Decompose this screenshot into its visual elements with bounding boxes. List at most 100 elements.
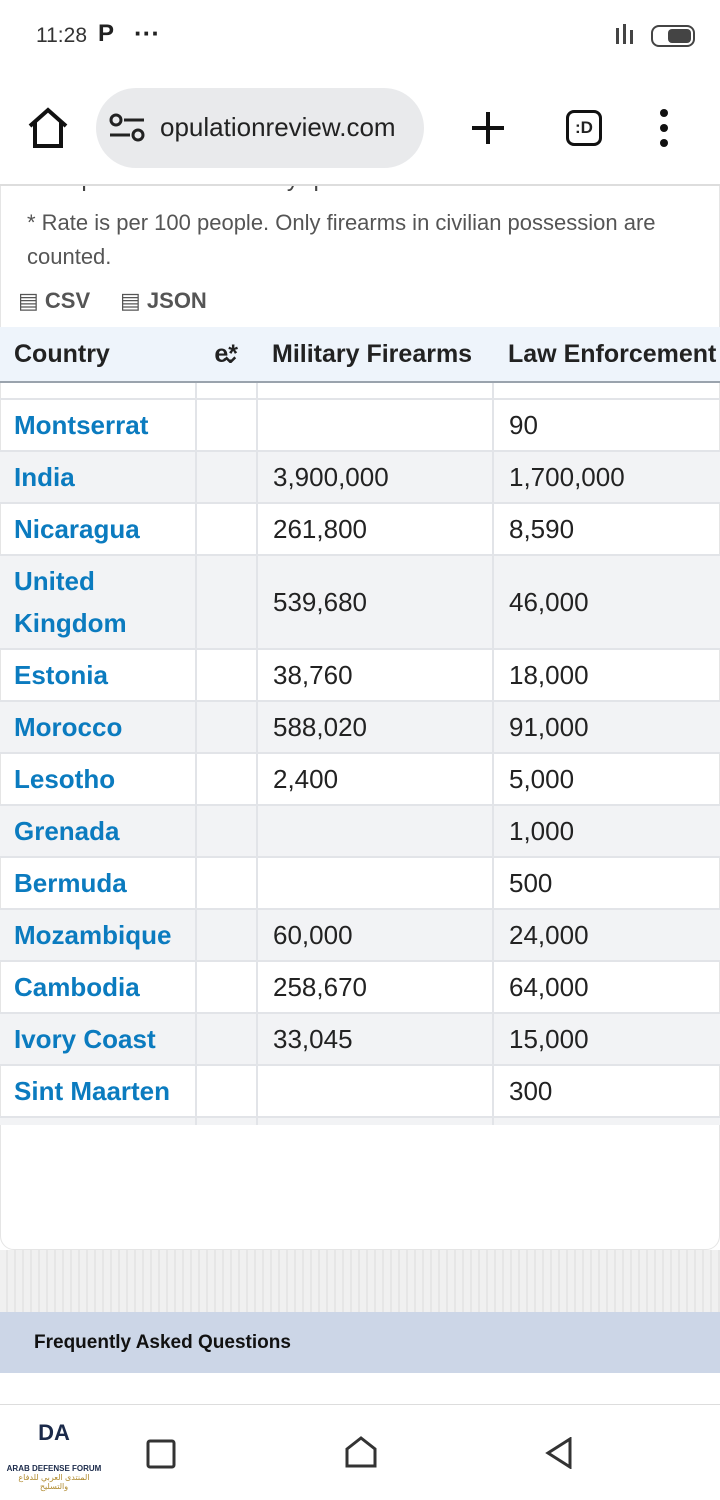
table-row: United Kingdom 539,680 46,000	[0, 556, 720, 650]
table-row: Estonia 38,760 18,000	[0, 650, 720, 702]
table-row: Cambodia 258,670 64,000	[0, 962, 720, 1014]
military-cell	[258, 1066, 494, 1116]
rate-cell	[197, 504, 258, 554]
rate-cell	[197, 1118, 258, 1125]
military-cell: 38,760	[258, 650, 494, 700]
table-row: Egypt 1,544,7501,530,000	[0, 1118, 720, 1125]
country-link[interactable]: India	[0, 452, 197, 502]
military-cell: 3,900,000	[258, 452, 494, 502]
nav-bar	[0, 1404, 720, 1500]
law-cell: 90	[509, 409, 538, 440]
rate-cell	[197, 702, 258, 752]
csv-label[interactable]: CSV	[44, 288, 91, 313]
rate-cell	[197, 1014, 258, 1064]
note: * Rate is per 100 people. Only firearms …	[27, 210, 656, 269]
law-cell: 5,000	[509, 763, 575, 794]
country-link[interactable]: Mozambique	[0, 910, 197, 960]
table-row: Bermuda 500	[0, 858, 720, 910]
country-link[interactable]: Cambodia	[0, 962, 197, 1012]
rate-cell	[197, 650, 258, 700]
military-cell	[258, 806, 494, 856]
rate-cell	[197, 962, 258, 1012]
back-button[interactable]	[544, 1437, 574, 1469]
site-settings[interactable]	[108, 112, 148, 144]
military-cell: 1,544,750	[258, 1118, 494, 1125]
recents-button[interactable]	[146, 1439, 176, 1469]
military-cell: 588,020	[258, 702, 494, 752]
military-cell: 261,800	[258, 504, 494, 554]
table-header: Country e* ⌄ Military Firearms Law Enfor…	[0, 327, 720, 383]
law-cell: 91,000	[509, 711, 589, 742]
header-law[interactable]: Law Enforcement	[508, 340, 717, 368]
military-cell: 539,680	[258, 556, 494, 648]
country-link[interactable]: Ivory Coast	[0, 1014, 197, 1064]
header-military[interactable]: Military Firearms	[272, 340, 473, 368]
rate-cell	[197, 452, 258, 502]
country-link[interactable]: Egypt	[0, 1118, 197, 1125]
military-cell: 2,400	[258, 754, 494, 804]
table-row: Montserrat 90	[0, 400, 720, 452]
home-button[interactable]	[26, 106, 70, 150]
country-link[interactable]: Estonia	[0, 650, 197, 700]
rate-cell	[197, 400, 258, 450]
json-link[interactable]: ▤ JSON	[120, 288, 207, 313]
home-nav[interactable]	[344, 1435, 378, 1469]
law-cell: 300	[509, 1075, 553, 1106]
pattern-band	[0, 1250, 720, 1312]
country-link[interactable]: Grenada	[0, 806, 197, 856]
law-cell: 1,700,000	[509, 461, 625, 492]
watermark-arabic: المنتدى العربي للدفاع والتسليح	[18, 1473, 90, 1491]
rows: Montserrat 90 India 3,900,000 1,700,000 Nicar…	[0, 400, 720, 1125]
law-cell: 18,000	[509, 659, 589, 690]
json-label[interactable]: JSON	[146, 288, 207, 313]
rate-cell	[197, 858, 258, 908]
military-cell	[258, 400, 494, 450]
sort-icon[interactable]: ⌄	[220, 341, 241, 369]
country-link[interactable]: Montserrat	[0, 400, 197, 450]
table-row: Morocco 588,020 91,000	[0, 702, 720, 754]
law-cell: 1,000	[509, 815, 575, 846]
header-rate[interactable]: e*	[214, 340, 238, 368]
law-cell: 64,000	[509, 971, 589, 1002]
tabs-button[interactable]: :D	[566, 110, 602, 146]
rate-cell	[197, 910, 258, 960]
table-row: Mozambique 60,000 24,000	[0, 910, 720, 962]
law-cell: 24,000	[509, 919, 589, 950]
law-cell: 500	[509, 867, 553, 898]
military-cell: 258,670	[258, 962, 494, 1012]
military-cell: 60,000	[258, 910, 494, 960]
faq-bar[interactable]: Frequently Asked Questions	[0, 1312, 720, 1373]
header-country[interactable]: Country	[14, 340, 110, 368]
country-link[interactable]: United Kingdom	[0, 556, 197, 648]
military-cell: 33,045	[258, 1014, 494, 1064]
rate-cell	[197, 1066, 258, 1116]
country-link[interactable]: Sint Maarten	[0, 1066, 197, 1116]
law-cell: 46,000	[509, 586, 589, 617]
watermark: DA ARAB DEFENSE FORUM المنتدى العربي للد…	[4, 1420, 104, 1491]
law-cell: 15,000	[509, 1023, 589, 1054]
country-link[interactable]: Nicaragua	[0, 504, 197, 554]
app-icon: P	[98, 20, 115, 47]
menu-button[interactable]	[654, 108, 674, 148]
country-link[interactable]: Morocco	[0, 702, 197, 752]
country-link[interactable]: Lesotho	[0, 754, 197, 804]
watermark-logo: DA	[38, 1420, 70, 1445]
battery-signal	[616, 24, 695, 47]
csv-link[interactable]: ▤ CSV	[18, 288, 91, 313]
divider	[0, 184, 720, 186]
url[interactable]: opulationreview.com	[160, 112, 396, 142]
rate-cell	[197, 754, 258, 804]
more-icons: ···	[134, 18, 160, 48]
url-bar[interactable]	[96, 88, 424, 168]
table-row: Sint Maarten 300	[0, 1066, 720, 1118]
table-row: Ivory Coast 33,045 15,000	[0, 1014, 720, 1066]
country-link[interactable]: Bermuda	[0, 858, 197, 908]
new-tab[interactable]	[470, 110, 506, 146]
partial-row	[0, 383, 720, 400]
law-cell: 8,590	[509, 513, 575, 544]
cut-text: on top of other necessary qualifications…	[28, 185, 451, 193]
faq-title[interactable]: Frequently Asked Questions	[34, 1332, 291, 1353]
military-cell	[258, 858, 494, 908]
table-row: Grenada 1,000	[0, 806, 720, 858]
